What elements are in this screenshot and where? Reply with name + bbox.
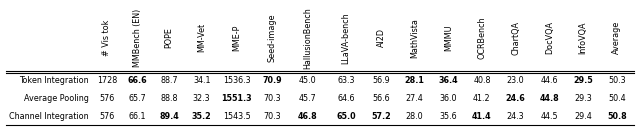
Text: 57.2: 57.2 <box>371 112 391 121</box>
Text: 56.9: 56.9 <box>372 76 390 85</box>
Text: InfoVQA: InfoVQA <box>579 22 588 54</box>
Text: 65.0: 65.0 <box>336 112 356 121</box>
Text: 35.2: 35.2 <box>192 112 212 121</box>
Text: 35.6: 35.6 <box>440 112 458 121</box>
Text: MMMU: MMMU <box>444 25 453 51</box>
Text: MM-Vet: MM-Vet <box>197 23 206 52</box>
Text: 88.7: 88.7 <box>161 76 178 85</box>
Text: 32.3: 32.3 <box>193 94 211 103</box>
Text: 70.3: 70.3 <box>263 94 281 103</box>
Text: 1551.3: 1551.3 <box>221 94 252 103</box>
Text: 50.3: 50.3 <box>608 76 625 85</box>
Text: 50.8: 50.8 <box>607 112 627 121</box>
Text: 36.4: 36.4 <box>438 76 458 85</box>
Text: DocVQA: DocVQA <box>545 21 554 54</box>
Text: HallusionBench: HallusionBench <box>303 7 312 69</box>
Text: 28.1: 28.1 <box>404 76 424 85</box>
Text: MMBench (EN): MMBench (EN) <box>133 9 142 67</box>
Text: 1728: 1728 <box>97 76 117 85</box>
Text: 63.3: 63.3 <box>337 76 355 85</box>
Text: 44.5: 44.5 <box>541 112 558 121</box>
Text: 1536.3: 1536.3 <box>223 76 250 85</box>
Text: Average Pooling: Average Pooling <box>24 94 89 103</box>
Text: 41.2: 41.2 <box>473 94 491 103</box>
Text: AI2D: AI2D <box>376 28 385 47</box>
Text: 29.3: 29.3 <box>574 94 592 103</box>
Text: 27.4: 27.4 <box>406 94 423 103</box>
Text: 1543.5: 1543.5 <box>223 112 250 121</box>
Text: 45.0: 45.0 <box>299 76 317 85</box>
Text: 34.1: 34.1 <box>193 76 211 85</box>
Text: Average: Average <box>612 21 621 54</box>
Text: 45.7: 45.7 <box>299 94 317 103</box>
Text: Channel Integration: Channel Integration <box>10 112 89 121</box>
Text: 89.4: 89.4 <box>159 112 179 121</box>
Text: 44.8: 44.8 <box>540 94 559 103</box>
Text: # Vis tok: # Vis tok <box>102 20 111 56</box>
Text: 66.6: 66.6 <box>127 76 147 85</box>
Text: MathVista: MathVista <box>410 18 419 58</box>
Text: 40.8: 40.8 <box>473 76 491 85</box>
Text: 36.0: 36.0 <box>440 94 457 103</box>
Text: 70.9: 70.9 <box>262 76 282 85</box>
Text: MME-P: MME-P <box>232 25 241 51</box>
Text: 50.4: 50.4 <box>608 94 625 103</box>
Text: 66.1: 66.1 <box>129 112 146 121</box>
Text: 88.8: 88.8 <box>161 94 178 103</box>
Text: Seed-image: Seed-image <box>268 14 276 62</box>
Text: 24.3: 24.3 <box>507 112 524 121</box>
Text: POPE: POPE <box>164 27 173 48</box>
Text: 576: 576 <box>99 112 115 121</box>
Text: 65.7: 65.7 <box>129 94 147 103</box>
Text: OCRBench: OCRBench <box>477 17 486 59</box>
Text: 56.6: 56.6 <box>372 94 390 103</box>
Text: 46.8: 46.8 <box>298 112 318 121</box>
Text: 64.6: 64.6 <box>337 94 355 103</box>
Text: 576: 576 <box>99 94 115 103</box>
Text: 44.6: 44.6 <box>541 76 558 85</box>
Text: Token Integration: Token Integration <box>19 76 89 85</box>
Text: 28.0: 28.0 <box>406 112 423 121</box>
Text: ChartQA: ChartQA <box>511 21 520 55</box>
Text: 24.6: 24.6 <box>506 94 525 103</box>
Text: 23.0: 23.0 <box>507 76 524 85</box>
Text: 70.3: 70.3 <box>263 112 281 121</box>
Text: LLaVA-bench: LLaVA-bench <box>342 12 351 64</box>
Text: 29.5: 29.5 <box>573 76 593 85</box>
Text: 41.4: 41.4 <box>472 112 492 121</box>
Text: 29.4: 29.4 <box>574 112 592 121</box>
